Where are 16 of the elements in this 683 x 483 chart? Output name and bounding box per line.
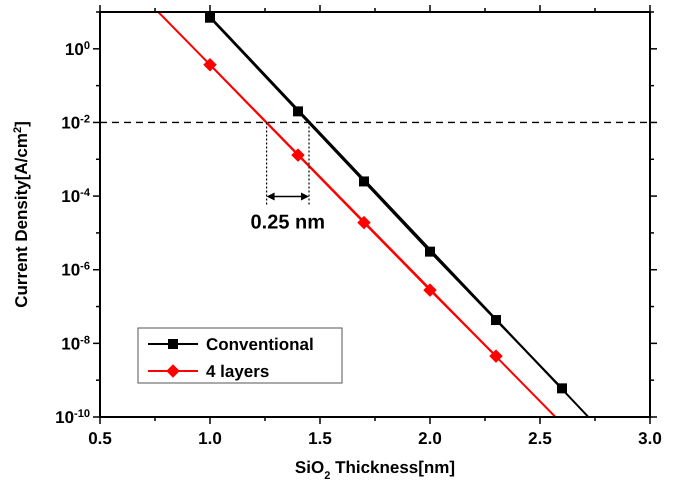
y-tick-label: 10$^{-2}$ <box>61 113 90 132</box>
x-axis-title: SiO$_{2}$ Thickness[nm] <box>294 458 456 482</box>
y-tick-label: 10$^{0}$ <box>64 40 90 59</box>
y-tick-label: 10$^{-6}$ <box>61 260 90 280</box>
y-tick-label: 10$^{-4}$ <box>61 187 91 206</box>
legend-label: Conventional <box>206 335 314 354</box>
x-tick-label: 1.0 <box>198 429 222 448</box>
x-tick-label: 2.5 <box>528 429 552 448</box>
x-tick-label: 3.0 <box>638 429 662 448</box>
y-tick-label: 10$^{-8}$ <box>61 334 90 354</box>
legend-label: 4 layers <box>206 362 270 381</box>
x-tick-label: 2.0 <box>418 429 442 448</box>
x-tick-label: 0.5 <box>88 429 112 448</box>
y-tick-label: 10$^{-10}$ <box>55 408 90 427</box>
x-tick-label: 1.5 <box>308 429 332 448</box>
annotation: 0.25 nm <box>250 211 326 234</box>
